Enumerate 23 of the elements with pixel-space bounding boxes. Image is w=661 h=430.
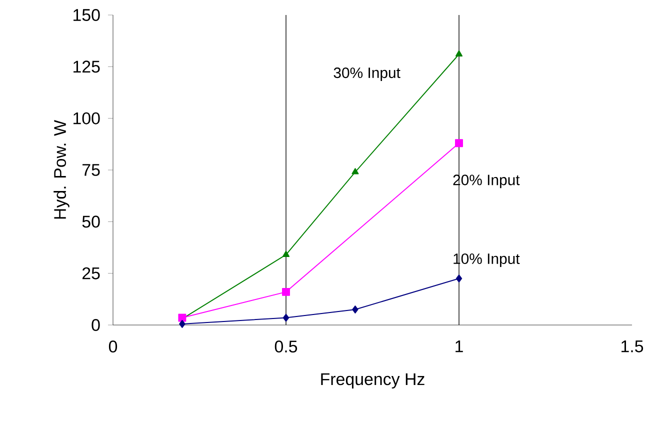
x-tick-label: 0 bbox=[108, 340, 118, 353]
y-tick-label: 150 bbox=[74, 9, 100, 21]
y-tick-label: 100 bbox=[74, 112, 100, 124]
y-tick-label: 25 bbox=[82, 267, 100, 280]
x-tick-label: 1.5 bbox=[622, 340, 644, 352]
point bbox=[282, 288, 290, 296]
point bbox=[456, 274, 462, 282]
point bbox=[352, 306, 358, 314]
series-label: 30% Input bbox=[334, 67, 400, 82]
x-tick-label: 0.5 bbox=[274, 340, 298, 353]
y-tick-label: 125 bbox=[74, 60, 100, 73]
point bbox=[282, 250, 290, 257]
x-tick-label: 1 bbox=[456, 340, 463, 352]
y-tick-label: 0 bbox=[92, 319, 100, 331]
y-tick-label: 75 bbox=[82, 164, 100, 176]
point bbox=[179, 320, 186, 328]
point bbox=[352, 168, 359, 174]
y-axis-title: Hyd. Pow. W bbox=[54, 120, 70, 219]
y-tick-label: 50 bbox=[82, 216, 100, 228]
point bbox=[282, 314, 290, 322]
point bbox=[455, 50, 463, 57]
x-axis-title: Frequency Hz bbox=[321, 373, 424, 389]
point bbox=[455, 139, 463, 148]
